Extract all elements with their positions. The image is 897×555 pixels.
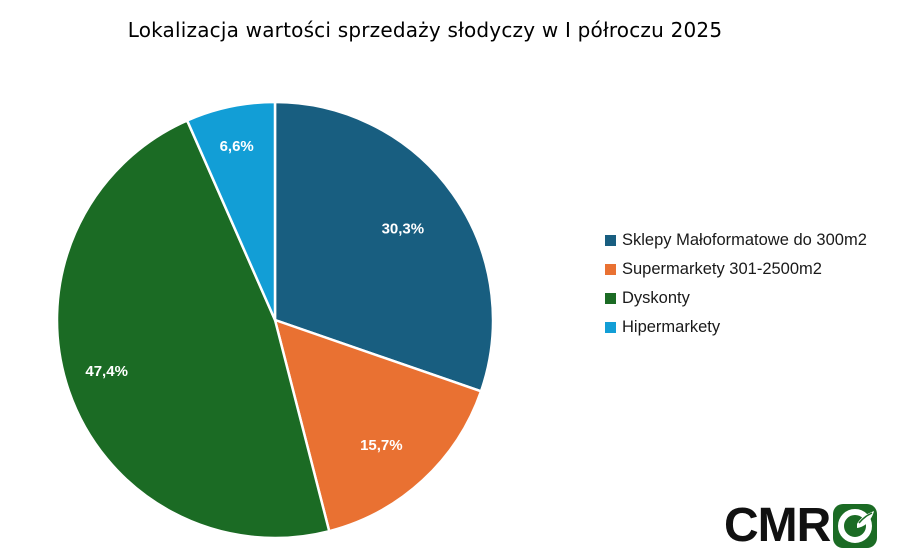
pie-slice [55, 119, 331, 540]
cmr-logo: CMR [724, 500, 894, 552]
legend-swatch [605, 264, 616, 275]
legend-swatch [605, 322, 616, 333]
legend-swatch [605, 293, 616, 304]
legend-item: Sklepy Małoformatowe do 300m2 [605, 226, 867, 255]
legend-label: Dyskonty [622, 289, 690, 307]
leaf-circle-icon [833, 504, 878, 548]
chart-legend: Sklepy Małoformatowe do 300m2 Supermarke… [605, 226, 867, 342]
legend-item: Dyskonty [605, 284, 867, 313]
legend-label: Supermarkety 301-2500m2 [622, 260, 822, 278]
slice-data-label: 30,3% [382, 220, 425, 237]
legend-swatch [605, 235, 616, 246]
slice-data-label: 15,7% [360, 437, 403, 454]
pie-slice [185, 100, 277, 322]
legend-item: Hipermarkety [605, 313, 867, 342]
legend-item: Supermarkety 301-2500m2 [605, 255, 867, 284]
chart-title: Lokalizacja wartości sprzedaży słodyczy … [127, 18, 723, 42]
slice-data-label: 6,6% [220, 138, 254, 155]
legend-label: Sklepy Małoformatowe do 300m2 [622, 231, 867, 249]
pie-slice [273, 318, 483, 533]
logo-text: CMR [724, 499, 831, 552]
pie-slice [273, 100, 495, 393]
slice-data-label: 47,4% [85, 363, 128, 380]
legend-label: Hipermarkety [622, 318, 721, 336]
